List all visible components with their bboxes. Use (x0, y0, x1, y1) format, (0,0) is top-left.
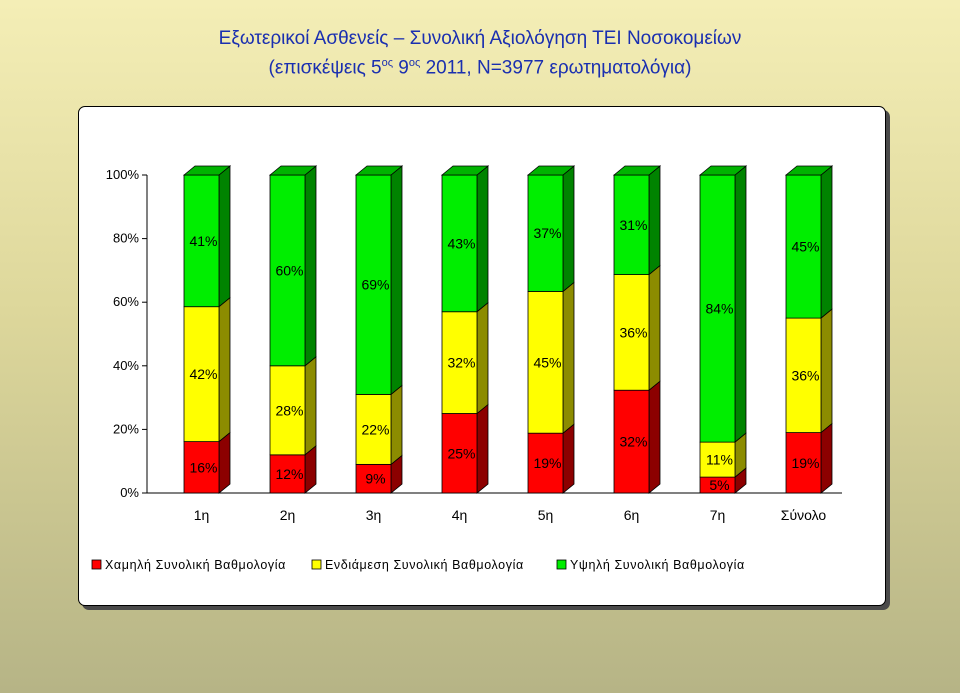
bar-side-face (218, 296, 231, 443)
legend-entry: Χαμηλή Συνολική Βαθμολογία (105, 558, 286, 572)
data-label: 31% (619, 217, 647, 233)
bar-side-face (476, 165, 489, 313)
title-line-1: Εξωτερικοί Ασθενείς – Συνολική Αξιολόγησ… (218, 28, 742, 49)
data-label: 32% (447, 355, 475, 371)
legend-swatch (556, 559, 567, 570)
bar-segment (785, 174, 822, 319)
bar-segment (269, 454, 306, 494)
title-line-2: (επισκέψεις 5ος 9ος 2011, Ν=3977 ερωτημα… (268, 57, 692, 79)
data-label: 11% (706, 452, 733, 468)
bar-side-face (562, 165, 575, 293)
bar-side-face (820, 165, 833, 319)
data-label: 41% (189, 233, 217, 249)
bar-segment (441, 174, 478, 313)
y-tick-label: 20% (113, 421, 139, 436)
data-label: 69% (361, 277, 389, 293)
x-tick-label: 1η (194, 507, 210, 523)
x-tick-label: 6η (624, 507, 640, 523)
bar-side-face (562, 281, 575, 435)
legend-entry: Ενδιάμεση Συνολική Βαθμολογία (325, 558, 524, 572)
bar-side-face (304, 355, 317, 456)
bar-top-face (354, 165, 404, 176)
data-label: 43% (447, 235, 475, 251)
data-label: 28% (275, 402, 303, 418)
data-label: 84% (705, 301, 733, 317)
bar-side-face (820, 308, 833, 434)
legend-entry: Υψηλή Συνολική Βαθμολογία (570, 558, 745, 572)
bar-segment (355, 463, 392, 494)
bar-side-face (218, 431, 231, 494)
x-tick-label: Σύνολο (781, 507, 827, 523)
y-tick-label: 40% (113, 358, 139, 373)
data-label: 19% (533, 455, 561, 471)
bar-segment (613, 274, 650, 391)
y-tick-label: 80% (113, 231, 139, 246)
bar-segment (183, 306, 220, 443)
y-tick-label: 60% (113, 294, 139, 309)
bar-side-face (734, 165, 747, 443)
chart-title: Εξωτερικοί Ασθενείς – Συνολική Αξιολόγησ… (0, 26, 960, 80)
data-label: 36% (791, 367, 819, 383)
bar-top-face (526, 165, 576, 176)
legend-swatch (311, 559, 322, 570)
bar-side-face (390, 384, 403, 466)
data-label: 60% (275, 262, 303, 278)
data-label: 45% (791, 239, 819, 255)
bar-side-face (648, 165, 661, 276)
bar-segment (613, 174, 650, 275)
bar-segment (441, 311, 478, 414)
data-label: 37% (533, 225, 561, 241)
legend-swatch (91, 559, 102, 570)
bar-top-face (268, 165, 318, 176)
bar-segment (613, 389, 650, 494)
bar-side-face (562, 423, 575, 494)
bar-side-face (390, 165, 403, 396)
x-tick-label: 5η (538, 507, 554, 523)
bar-segment (527, 432, 564, 494)
data-label: 22% (361, 421, 389, 437)
bar-side-face (304, 165, 317, 367)
x-tick-label: 3η (366, 507, 382, 523)
x-tick-label: 7η (710, 507, 726, 523)
bar-segment (785, 317, 822, 433)
data-label: 16% (189, 459, 217, 475)
data-label: 5% (709, 477, 729, 493)
bar-segment (355, 394, 392, 465)
bar-segment (527, 291, 564, 434)
bar-segment (183, 174, 220, 308)
x-tick-label: 2η (280, 507, 296, 523)
bar-segment (183, 441, 220, 494)
bar-segment (355, 174, 392, 395)
bar-top-face (440, 165, 490, 176)
data-label: 19% (791, 455, 819, 471)
bar-segment (527, 174, 564, 292)
x-tick-label: 4η (452, 507, 468, 523)
y-tick-label: 0% (120, 485, 139, 500)
bar-top-face (612, 165, 662, 176)
bar-segment (699, 174, 736, 443)
bar-side-face (476, 301, 489, 415)
bar-top-face (784, 165, 834, 176)
bar-segment (269, 174, 306, 367)
bar-side-face (648, 264, 661, 392)
bar-side-face (820, 422, 833, 494)
bar-side-face (218, 165, 231, 308)
data-label: 9% (365, 471, 385, 487)
data-label: 45% (533, 354, 561, 370)
data-label: 25% (447, 445, 475, 461)
bar-top-face (698, 165, 748, 176)
bar-top-face (182, 165, 232, 176)
data-label: 32% (619, 434, 647, 450)
y-tick-label: 100% (106, 167, 140, 182)
data-label: 36% (619, 324, 647, 340)
data-label: 42% (189, 366, 217, 382)
bar-side-face (476, 403, 489, 494)
data-label: 12% (275, 466, 303, 482)
bar-side-face (648, 380, 661, 494)
